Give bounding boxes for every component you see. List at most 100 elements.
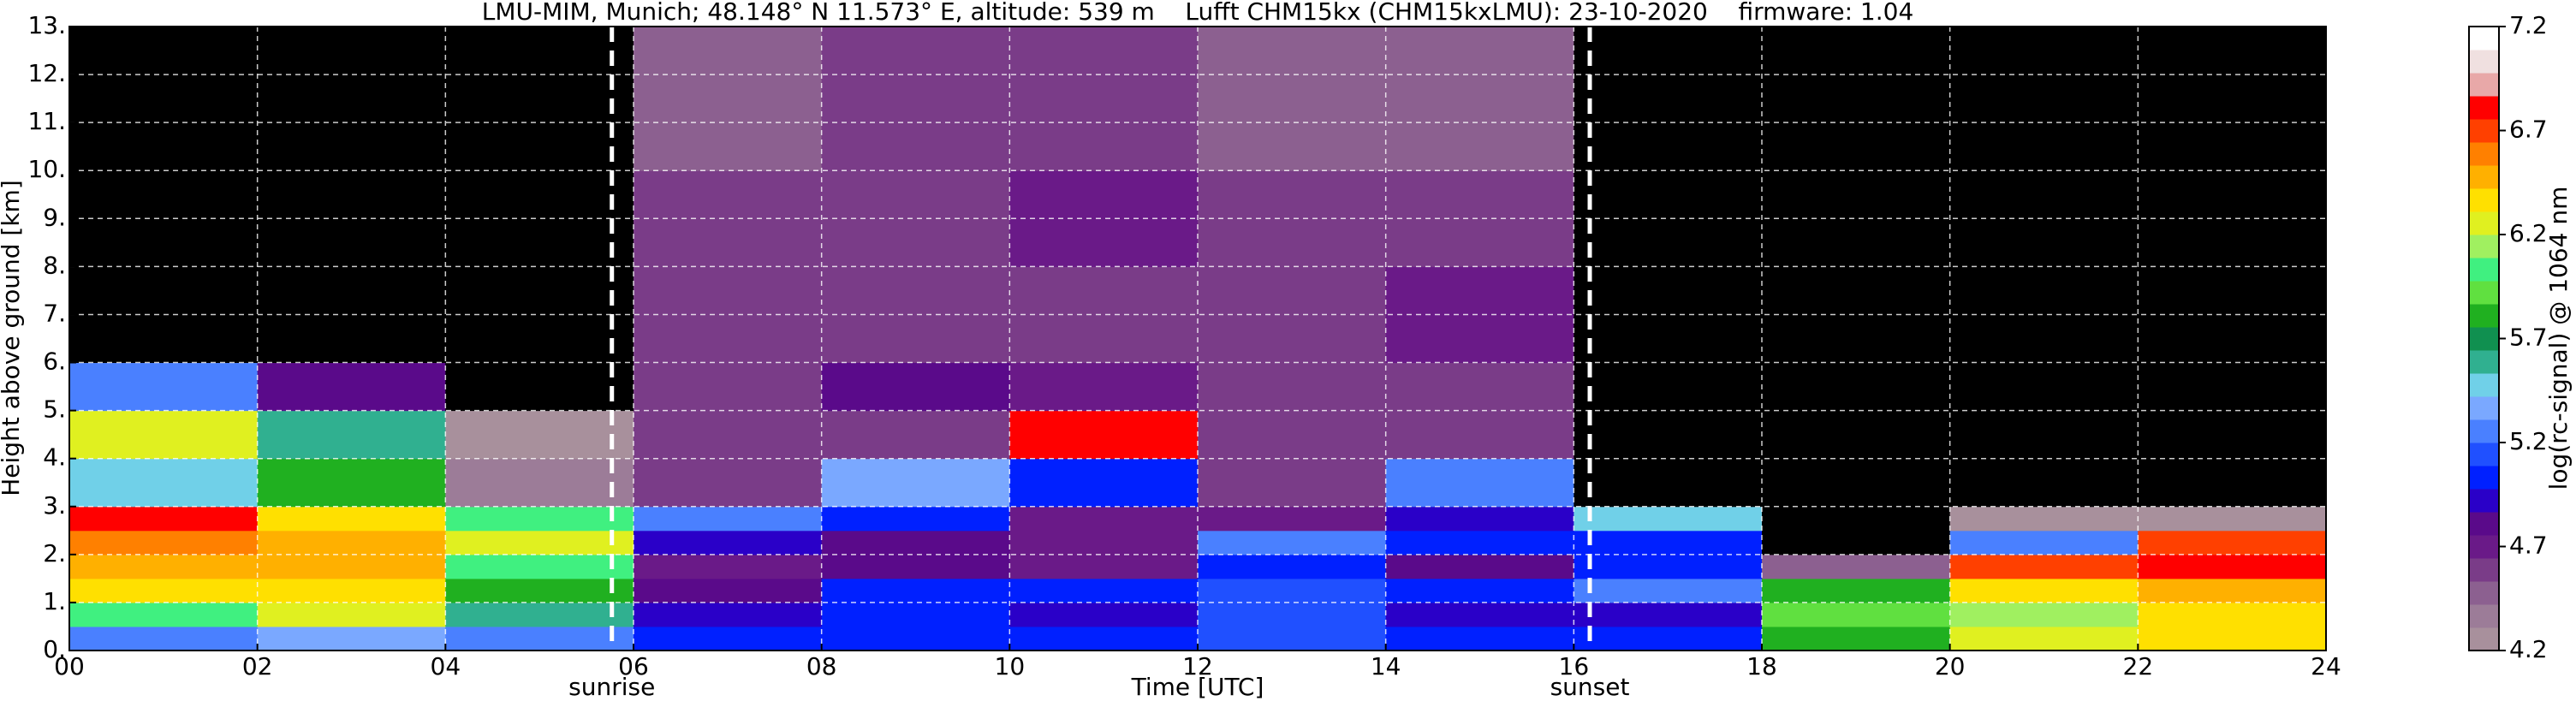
colorbar-segment (2469, 73, 2499, 97)
heatmap-cell (1762, 530, 1951, 556)
x-axis-label: Time [UTC] (1131, 673, 1264, 701)
heatmap-cell (1949, 170, 2139, 267)
heatmap-cell (257, 266, 446, 364)
heatmap-cell (1762, 266, 1951, 364)
heatmap-cell (445, 27, 634, 171)
colorbar-segment (2469, 581, 2499, 605)
colorbar-segment (2469, 327, 2499, 351)
heatmap-cell (1198, 458, 1387, 508)
colorbar-segment (2469, 419, 2499, 443)
heatmap-cell (1949, 602, 2139, 627)
heatmap-cell (634, 530, 823, 556)
heatmap-cell (445, 170, 634, 267)
heatmap-cell (2138, 530, 2327, 556)
heatmap-cell (257, 170, 446, 267)
colorbar-segment (2469, 512, 2499, 536)
x-tick-label: 08 (806, 652, 837, 680)
heatmap-cell (1574, 554, 1763, 579)
colorbar-segment (2469, 142, 2499, 166)
heatmap-cell (2138, 578, 2327, 603)
heatmap-cell (445, 362, 634, 412)
x-tick-label: 14 (1371, 652, 1401, 680)
heatmap-cell (1574, 530, 1763, 556)
heatmap-cell (1949, 554, 2139, 579)
heatmap-cell (821, 626, 1010, 651)
heatmap-cell (1385, 602, 1574, 627)
colorbar-segment (2469, 443, 2499, 466)
heatmap-cell (1762, 506, 1951, 532)
heatmap-cell (1762, 602, 1951, 627)
heatmap-cell (445, 554, 634, 579)
heatmap-cell (2138, 506, 2327, 532)
y-tick-label: 7. (43, 299, 66, 327)
heatmap-cell (445, 506, 634, 532)
heatmap-cell (1574, 362, 1763, 412)
x-tick-label: 04 (431, 652, 461, 680)
chart-title: LMU-MIM, Munich; 48.148° N 11.573° E, al… (482, 0, 1914, 26)
heatmap-cell (1949, 530, 2139, 556)
heatmap-cell (1198, 506, 1387, 532)
colorbar-tick-label: 4.2 (2509, 635, 2548, 663)
heatmap-cell (634, 506, 823, 532)
heatmap-cell (634, 410, 823, 460)
y-tick-label: 4. (43, 443, 66, 472)
heatmap-cell (634, 626, 823, 651)
heatmap-cell (257, 506, 446, 532)
heatmap-cell (1198, 530, 1387, 556)
heatmap-cell (1762, 362, 1951, 412)
y-tick-label: 3. (43, 491, 66, 520)
heatmap-cell (1385, 554, 1574, 579)
heatmap-cell (634, 27, 823, 171)
heatmap-cell (445, 530, 634, 556)
heatmap-cell (1009, 626, 1199, 651)
colorbar-segment (2469, 188, 2499, 212)
y-tick-label: 0. (43, 635, 66, 663)
heatmap-cell (1949, 578, 2139, 603)
x-tick-label: 16 (1559, 652, 1590, 680)
y-tick-label: 6. (43, 348, 66, 376)
colorbar-segment (2469, 373, 2499, 397)
heatmap-cell (1385, 458, 1574, 508)
colorbar-tick-label: 7.2 (2509, 11, 2548, 39)
colorbar-tick-label: 6.2 (2509, 219, 2548, 247)
heatmap-cell (1949, 410, 2139, 460)
heatmap-cell (1762, 410, 1951, 460)
heatmap-cell (445, 410, 634, 460)
heatmap-cell (1198, 578, 1387, 603)
heatmap-cell (257, 362, 446, 412)
heatmap-cell (257, 530, 446, 556)
heatmap-cell (69, 626, 259, 651)
heatmap-cell (1385, 362, 1574, 412)
heatmap-cell (1009, 362, 1199, 412)
heatmap-cell (1385, 410, 1574, 460)
heatmap-cell (69, 602, 259, 627)
heatmap-cell (1574, 170, 1763, 267)
colorbar-segment (2469, 489, 2499, 513)
heatmap-cell (821, 458, 1010, 508)
heatmap-cell (69, 578, 259, 603)
x-tick-label: 22 (2123, 652, 2154, 680)
heatmap-cell (821, 170, 1010, 267)
heatmap-cell (1949, 458, 2139, 508)
heatmap-cell (634, 602, 823, 627)
heatmap-cell (445, 266, 634, 364)
y-tick-label: 12. (27, 59, 66, 87)
colorbar-segment (2469, 96, 2499, 120)
heatmap-cell (69, 458, 259, 508)
heatmap-cell (821, 602, 1010, 627)
colorbar-segment (2469, 627, 2499, 651)
heatmap-cell (69, 27, 259, 171)
heatmap-cell (1198, 602, 1387, 627)
heatmap-cell (1949, 506, 2139, 532)
x-tick-label: 12 (1182, 652, 1213, 680)
heatmap-cell (1574, 578, 1763, 603)
heatmap-cell (2138, 458, 2327, 508)
plot-frame (68, 26, 2327, 651)
event-label: sunrise (568, 673, 655, 701)
heatmap-cell (1762, 27, 1951, 171)
y-tick-label: 8. (43, 251, 66, 279)
heatmap-cell (257, 410, 446, 460)
heatmap-cell (2138, 266, 2327, 364)
y-tick-label: 13. (27, 11, 66, 39)
